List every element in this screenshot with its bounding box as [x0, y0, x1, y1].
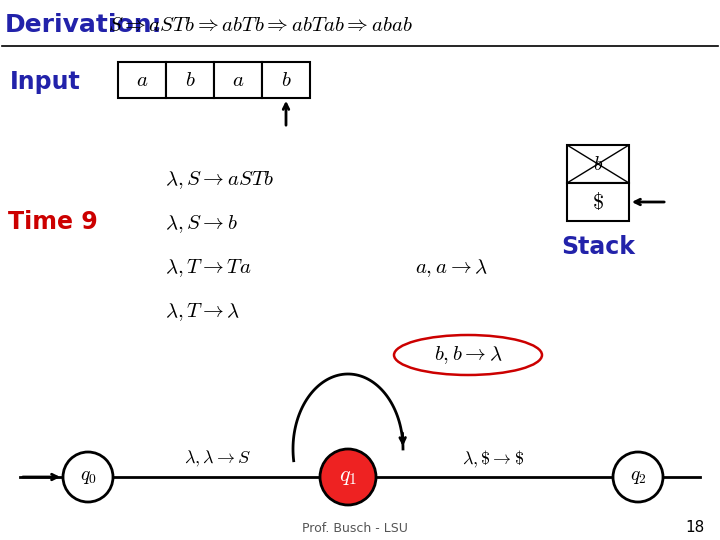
Text: $a$: $a$ [232, 70, 244, 90]
Bar [262, 62, 310, 98]
Circle shape [613, 452, 663, 502]
Text: $\lambda, S \rightarrow b$: $\lambda, S \rightarrow b$ [165, 213, 238, 235]
Text: $\lambda, T \rightarrow Ta$: $\lambda, T \rightarrow Ta$ [165, 257, 251, 279]
Circle shape [63, 452, 113, 502]
Text: $b$: $b$ [281, 70, 292, 90]
Circle shape [320, 449, 376, 505]
Text: Prof. Busch - LSU: Prof. Busch - LSU [302, 522, 408, 535]
Text: $a, a \rightarrow \lambda$: $a, a \rightarrow \lambda$ [415, 257, 488, 279]
Text: $\$$: $\$$ [592, 191, 604, 213]
Text: $a$: $a$ [136, 70, 148, 90]
Text: Stack: Stack [561, 235, 635, 259]
Text: $b$: $b$ [185, 70, 195, 90]
Text: $\lambda, \$ \rightarrow \$$: $\lambda, \$ \rightarrow \$$ [462, 449, 524, 469]
Bar [567, 183, 629, 221]
Text: 18: 18 [685, 521, 705, 536]
Text: $\lambda, \lambda \rightarrow S$: $\lambda, \lambda \rightarrow S$ [184, 449, 252, 469]
Text: $S \Rightarrow aSTb \Rightarrow abTb \Rightarrow abTab \Rightarrow abab$: $S \Rightarrow aSTb \Rightarrow abTb \Ri… [108, 15, 413, 35]
Text: $q_1$: $q_1$ [339, 467, 357, 487]
Text: $q_0$: $q_0$ [79, 468, 96, 487]
Text: Input: Input [10, 70, 81, 94]
Ellipse shape [394, 335, 542, 375]
Bar [214, 62, 262, 98]
Bar [118, 62, 166, 98]
Text: Derivation:: Derivation: [5, 13, 163, 37]
Bar [567, 145, 629, 183]
Text: $q_2$: $q_2$ [630, 468, 647, 487]
Bar [166, 62, 214, 98]
Text: $\lambda, S \rightarrow aSTb$: $\lambda, S \rightarrow aSTb$ [165, 169, 274, 191]
Text: $b$: $b$ [593, 154, 603, 173]
Text: $\lambda, T \rightarrow \lambda$: $\lambda, T \rightarrow \lambda$ [165, 301, 240, 323]
Text: Time 9: Time 9 [8, 210, 98, 234]
Text: $b, b \rightarrow \lambda$: $b, b \rightarrow \lambda$ [433, 344, 503, 366]
